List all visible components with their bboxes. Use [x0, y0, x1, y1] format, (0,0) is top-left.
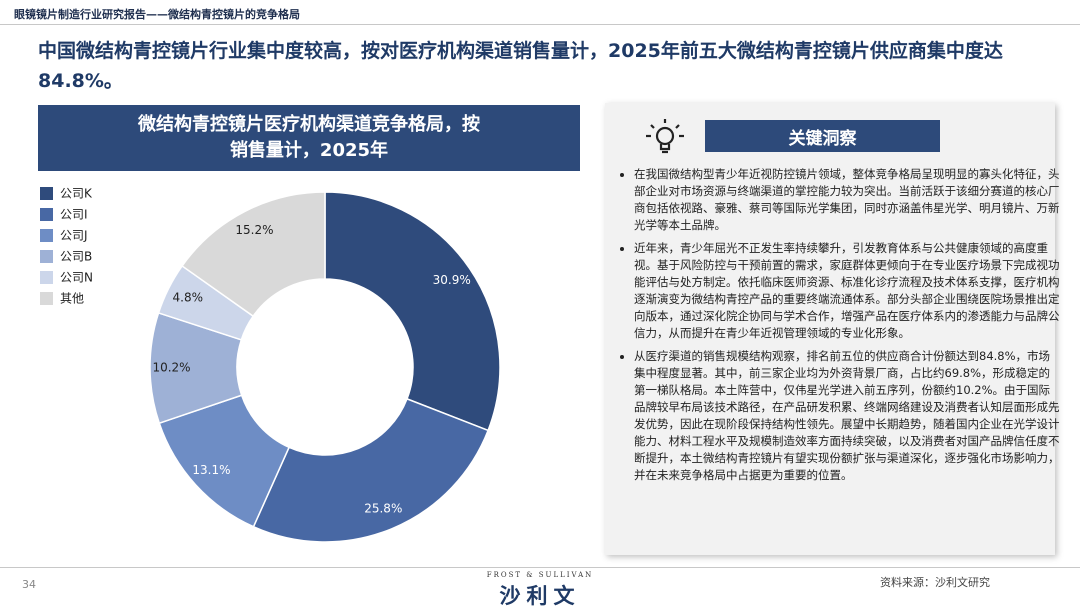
chart-title: 微结构青控镜片医疗机构渠道竞争格局，按销售量计，2025年 [138, 114, 480, 161]
donut-segment [252, 397, 490, 543]
chart: 公司K 公司I 公司J 公司B 公司N 其他 30.9% 25.8% 13.1% 10.2% 4.8… [40, 187, 501, 543]
data-label: 25.8% [364, 501, 402, 515]
legend-label: 其他 [60, 292, 84, 306]
insight-bullet: 从医疗渠道的销售规模结构观察，排名前五位的供应商合计份额达到84.8%，市场集中… [634, 348, 1060, 484]
legend-label: 公司J [60, 229, 88, 243]
data-label: 4.8% [173, 291, 204, 305]
legend-label: 公司I [60, 208, 88, 222]
data-label: 13.1% [192, 463, 230, 477]
lightbulb-icon [646, 119, 684, 154]
legend-swatch [40, 187, 53, 200]
legend-label: 公司K [60, 187, 93, 201]
donut-segment [181, 191, 326, 318]
report-title: 眼镜镜片制造行业研究报告——微结构青控镜片的竞争格局 [14, 8, 300, 21]
insight-panel [605, 103, 1055, 555]
brand-small: FROST & SULLIVAN [486, 571, 594, 579]
data-label: 10.2% [152, 360, 190, 374]
legend-label: 公司N [60, 271, 93, 285]
insight-list: 在我国微结构型青少年近视防控镜片领域，整体竞争格局呈现明显的寡头化特征，头部企业… [618, 166, 1060, 490]
divider [0, 567, 1080, 568]
insight-bullet: 近年来，青少年屈光不正发生率持续攀升，引发教育体系与公共健康领域的高度重视。基于… [634, 240, 1060, 342]
page-number: 34 [22, 578, 36, 591]
source: 资料来源：沙利文研究 [880, 576, 990, 589]
legend-swatch [40, 292, 53, 305]
data-label: 15.2% [235, 223, 273, 237]
data-label: 30.9% [433, 273, 471, 287]
legend-swatch [40, 229, 53, 242]
donut-segment [324, 191, 501, 432]
brand: 沙利文 [499, 584, 581, 608]
legend-swatch [40, 250, 53, 263]
legend-swatch [40, 271, 53, 284]
chart-title-box: 微结构青控镜片医疗机构渠道竞争格局，按销售量计，2025年 [38, 105, 580, 171]
headline: 中国微结构青控镜片行业集中度较高，按对医疗机构渠道销售量计，2025年前五大微结… [38, 40, 1003, 92]
legend-label: 公司B [60, 250, 92, 264]
insight-title: 关键洞察 [705, 120, 940, 152]
divider [0, 24, 1080, 25]
insight-bullet: 在我国微结构型青少年近视防控镜片领域，整体竞争格局呈现明显的寡头化特征，头部企业… [634, 166, 1060, 234]
legend-swatch [40, 208, 53, 221]
